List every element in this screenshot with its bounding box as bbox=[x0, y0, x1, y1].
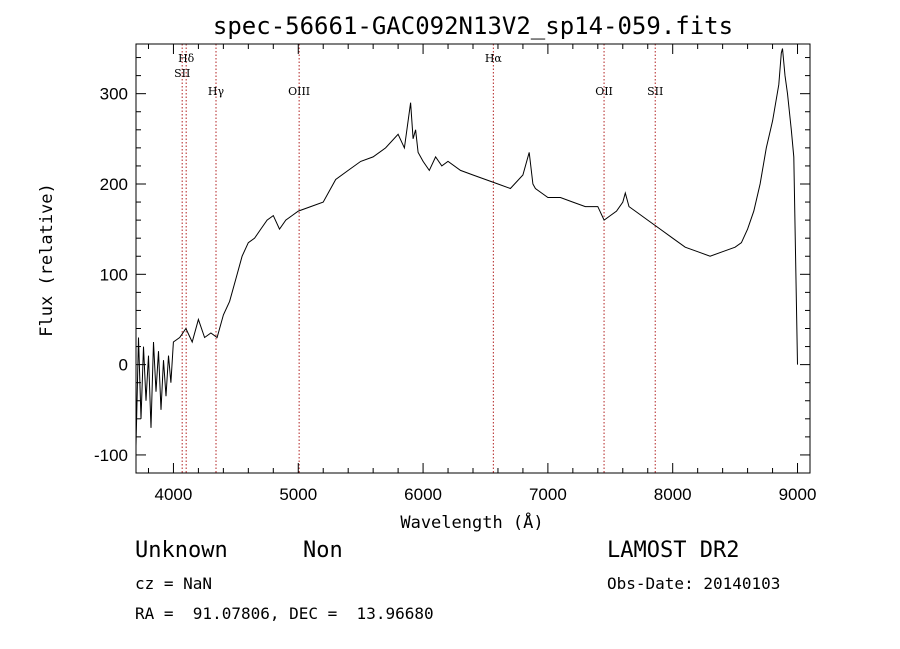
x-tick-label: 5000 bbox=[279, 485, 317, 504]
line-markers: Hδ SII Hγ OIII Hα OII SII bbox=[174, 44, 663, 473]
x-tick-label: 4000 bbox=[155, 485, 193, 504]
redshift-value: cz = NaN bbox=[135, 574, 213, 593]
line-marker-label: Hδ bbox=[178, 52, 195, 65]
y-tick-label: 100 bbox=[100, 265, 128, 284]
y-axis-label: Flux (relative) bbox=[37, 183, 57, 337]
y-axis-ticks: -100 0 100 200 300 bbox=[94, 57, 810, 465]
object-class: Unknown bbox=[135, 538, 228, 563]
chart-title: spec-56661-GAC092N13V2_sp14-059.fits bbox=[213, 12, 733, 40]
x-tick-label: 7000 bbox=[529, 485, 567, 504]
plot-frame bbox=[135, 43, 811, 474]
line-marker-label: SII bbox=[647, 85, 663, 98]
x-tick-label: 6000 bbox=[404, 485, 442, 504]
line-marker-label: Hγ bbox=[208, 85, 225, 98]
line-marker-label: SII bbox=[174, 67, 190, 80]
x-tick-label: 8000 bbox=[654, 485, 692, 504]
line-marker-label: OIII bbox=[288, 85, 310, 98]
object-subclass: Non bbox=[303, 538, 343, 563]
coordinates: RA = 91.07806, DEC = 13.96680 bbox=[135, 604, 434, 623]
line-marker-label: OII bbox=[595, 85, 613, 98]
y-tick-label: 300 bbox=[100, 85, 128, 104]
y-tick-label: -100 bbox=[94, 446, 128, 465]
line-marker-label: Hα bbox=[485, 52, 503, 65]
x-tick-label: 9000 bbox=[779, 485, 817, 504]
x-axis-label: Wavelength (Å) bbox=[400, 511, 543, 533]
spectrum-line bbox=[135, 48, 798, 446]
observation-date: Obs-Date: 20140103 bbox=[607, 574, 781, 593]
y-tick-label: 0 bbox=[119, 356, 128, 375]
x-axis-ticks: 4000 5000 6000 7000 8000 9000 bbox=[147, 44, 817, 504]
y-tick-label: 200 bbox=[100, 175, 128, 194]
survey-name: LAMOST DR2 bbox=[607, 538, 740, 563]
